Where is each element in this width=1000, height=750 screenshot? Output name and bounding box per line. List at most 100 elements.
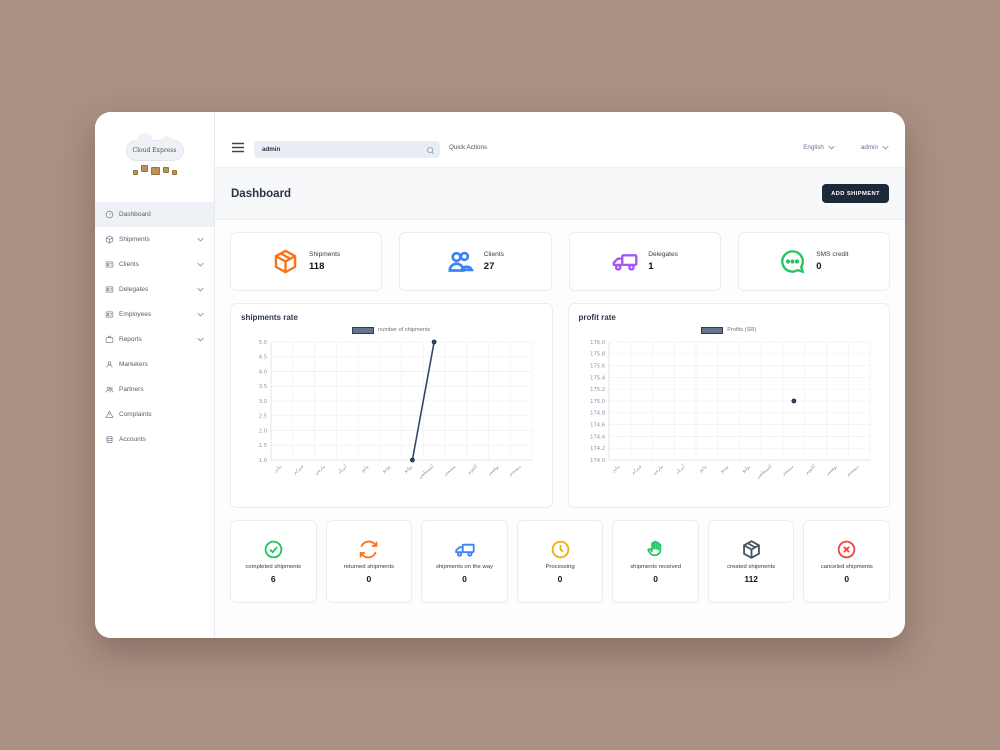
sidebar-item-label: Partners (119, 386, 144, 393)
svg-text:يناير: يناير (610, 463, 621, 474)
cloud-logo-icon: Cloud Express (125, 132, 184, 161)
sidebar: Cloud Express Dashboard Shipments (95, 112, 215, 638)
topbar-right: English admin (803, 144, 889, 151)
legend-swatch (701, 326, 724, 334)
svg-text:مارس: مارس (313, 464, 327, 477)
package-icon (105, 235, 114, 244)
hamburger-menu-icon[interactable] (231, 142, 245, 153)
sidebar-item-reports[interactable]: Reports (95, 327, 214, 352)
svg-text:174.8: 174.8 (590, 411, 605, 417)
logo-packages-icon (132, 164, 177, 175)
chevron-down-icon (882, 145, 889, 150)
sidebar-item-complaints[interactable]: Complaints (95, 402, 214, 427)
sidebar-item-dashboard[interactable]: Dashboard (95, 202, 214, 227)
sidebar-item-partners[interactable]: Partners (95, 377, 214, 402)
search-input[interactable] (254, 140, 440, 158)
sidebar-item-label: Delegates (119, 286, 149, 293)
svg-text:174.0: 174.0 (590, 458, 605, 464)
svg-text:175.0: 175.0 (590, 399, 605, 405)
language-dropdown[interactable]: English (803, 144, 835, 151)
user-dropdown[interactable]: admin (861, 144, 889, 151)
svg-text:2.0: 2.0 (259, 428, 267, 434)
person-icon (105, 360, 114, 369)
svg-text:175.4: 175.4 (590, 375, 606, 381)
status-card-on-the-way: shipments on the way 0 (421, 520, 508, 603)
quick-actions-link[interactable]: Quick Actions (449, 144, 488, 151)
stat-card-clients: Clients 27 (399, 232, 552, 291)
dashboard-content: Shipments 118 Clients 27 (215, 220, 905, 638)
svg-text:أكتوبر: أكتوبر (802, 463, 817, 477)
status-label: canceled shipments (820, 564, 873, 570)
svg-text:174.4: 174.4 (590, 434, 606, 440)
legend-label: number of shipments (378, 327, 431, 333)
message-circle-icon (779, 248, 806, 275)
profit-rate-chart: 176.0 175.8 175.6 175.4 175.2 175.0 174.8 174.6… (579, 336, 880, 494)
svg-text:4.0: 4.0 (259, 369, 267, 375)
svg-text:يونيو: يونيو (381, 464, 393, 475)
svg-text:2.5: 2.5 (259, 414, 267, 420)
stat-value: 1 (648, 261, 654, 272)
search-icon[interactable] (426, 142, 435, 154)
sidebar-menu: Dashboard Shipments Clients (95, 202, 214, 452)
chevron-down-icon (197, 337, 204, 342)
status-label: returned shipments (343, 564, 395, 570)
sidebar-item-marketers[interactable]: Marketers (95, 352, 214, 377)
svg-text:أكتوبر: أكتوبر (465, 463, 480, 477)
svg-text:يوليو: يوليو (739, 463, 751, 474)
stat-value: 0 (816, 261, 822, 272)
chevron-down-icon (197, 312, 204, 317)
id-card-icon (105, 260, 114, 269)
status-card-canceled: canceled shipments 0 (803, 520, 891, 603)
shipments-rate-card: shipments rate number of shipments 5.0 4.… (230, 303, 553, 508)
status-label: created shipments (727, 564, 776, 570)
status-label: completed shipments (245, 564, 302, 570)
add-shipment-button[interactable]: ADD SHIPMENT (822, 184, 889, 203)
sidebar-item-label: Reports (119, 336, 142, 343)
sidebar-item-label: Employees (119, 311, 152, 318)
chart-legend: number of shipments (241, 324, 542, 336)
sidebar-item-label: Complaints (119, 411, 152, 418)
stat-value: 118 (309, 261, 325, 272)
charts-row: shipments rate number of shipments 5.0 4.… (230, 303, 890, 508)
stat-label: Delegates (648, 251, 678, 258)
svg-text:174.6: 174.6 (590, 423, 605, 429)
svg-text:نوفمبر: نوفمبر (824, 465, 838, 478)
sidebar-item-clients[interactable]: Clients (95, 252, 214, 277)
status-card-processing: Processing 0 (516, 520, 604, 603)
svg-text:نوفمبر: نوفمبر (487, 465, 501, 478)
briefcase-icon (105, 335, 114, 344)
sidebar-item-delegates[interactable]: Delegates (95, 277, 214, 302)
svg-text:يناير: يناير (272, 463, 283, 474)
chevron-down-icon (828, 145, 835, 150)
svg-text:3.0: 3.0 (259, 399, 267, 405)
sidebar-item-accounts[interactable]: Accounts (95, 427, 214, 452)
svg-text:1.5: 1.5 (259, 443, 267, 449)
svg-text:174.2: 174.2 (590, 446, 605, 452)
sidebar-item-shipments[interactable]: Shipments (95, 227, 214, 252)
svg-text:أبريل: أبريل (673, 463, 686, 475)
svg-text:أغسطس: أغسطس (417, 463, 436, 480)
sidebar-item-employees[interactable]: Employees (95, 302, 214, 327)
sidebar-item-label: Marketers (119, 361, 148, 368)
svg-text:يونيو: يونيو (718, 464, 730, 475)
stat-label: Shipments (309, 251, 341, 258)
stat-card-sms-credit: SMS credit 0 (737, 232, 890, 291)
sidebar-item-label: Dashboard (119, 211, 151, 218)
status-value: 0 (462, 574, 467, 584)
svg-text:سبتمبر: سبتمبر (442, 465, 457, 478)
svg-text:يوليو: يوليو (402, 463, 414, 474)
chevron-down-icon (197, 237, 204, 242)
legend-label: Profits (SR) (727, 327, 757, 333)
svg-text:ديسمبر: ديسمبر (507, 465, 522, 479)
app-window: Cloud Express Dashboard Shipments (95, 112, 905, 638)
svg-text:176.0: 176.0 (590, 340, 605, 346)
stat-value: 27 (483, 261, 495, 272)
hand-icon (645, 539, 666, 560)
svg-text:5.0: 5.0 (259, 340, 267, 346)
dashboard-icon (105, 210, 114, 219)
id-card-icon (105, 310, 114, 319)
refresh-icon (358, 539, 379, 560)
users-icon (447, 248, 474, 275)
logo-text: Cloud Express (132, 146, 177, 154)
stat-label: Clients (483, 251, 504, 258)
